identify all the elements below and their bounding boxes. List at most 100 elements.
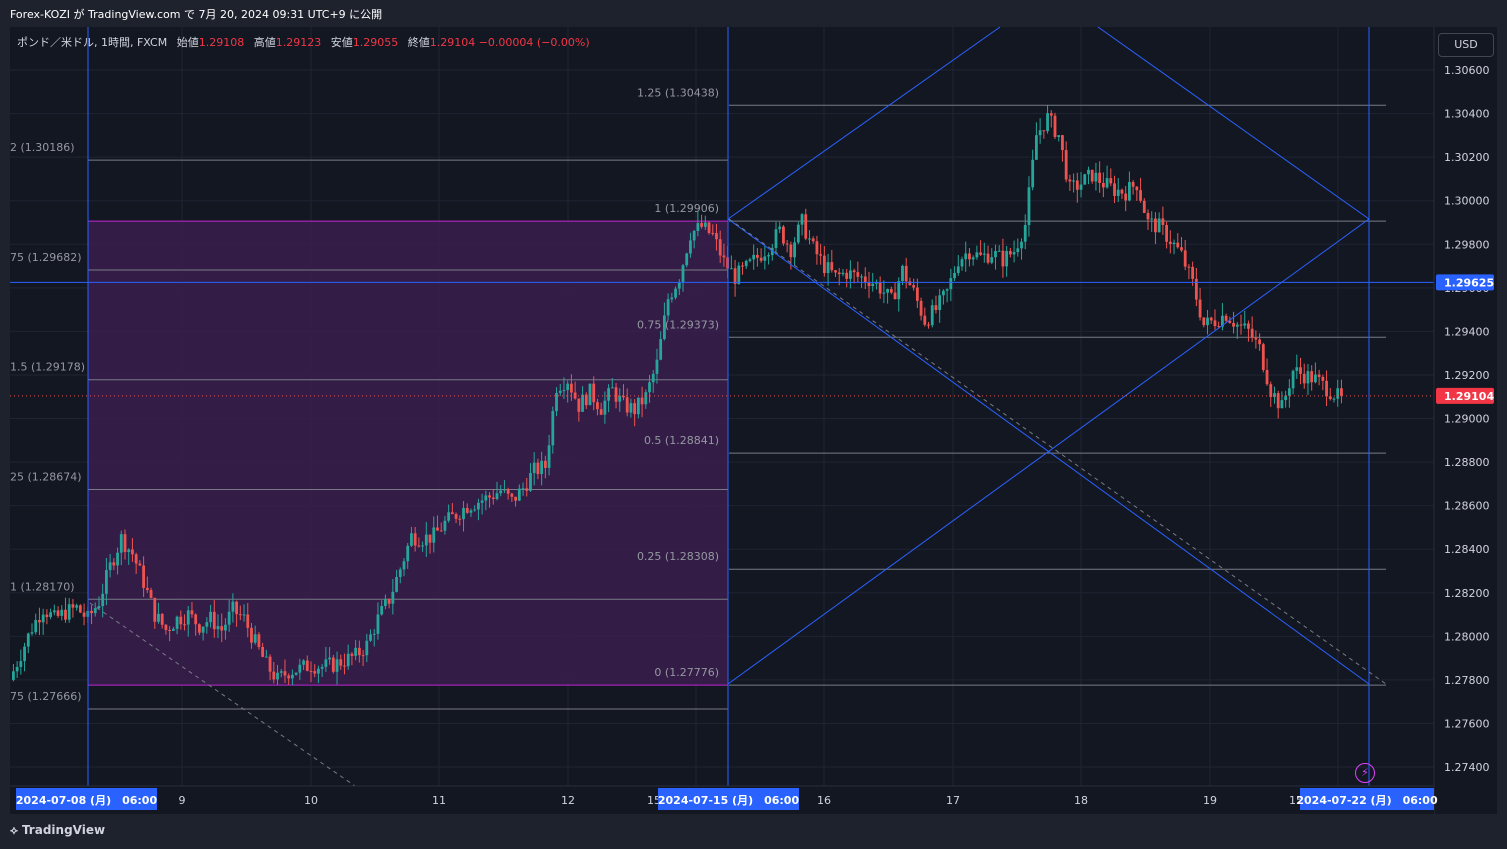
price-tick: 1.28800	[1444, 456, 1490, 469]
candle-body	[852, 270, 856, 273]
candle-body	[1202, 317, 1206, 326]
currency-button[interactable]: USD	[1438, 33, 1494, 57]
time-tick: 10	[304, 794, 318, 807]
candle-body	[294, 672, 298, 675]
candle-body	[588, 383, 592, 406]
candle-body	[506, 489, 510, 494]
price-tick: 1.27600	[1444, 717, 1490, 730]
candle-body	[1280, 400, 1284, 409]
time-tick: 18	[1074, 794, 1088, 807]
current-price-label: 1.29104	[1444, 390, 1494, 403]
brand-footer[interactable]: ⟡ TradingView	[10, 823, 105, 838]
time-tick: 12	[561, 794, 575, 807]
candle-body	[979, 252, 982, 255]
candle-body	[276, 672, 279, 680]
candle-body	[897, 281, 901, 300]
dashed-line-right	[728, 218, 1387, 685]
candle-body	[748, 259, 752, 261]
low-label: 安値	[330, 36, 353, 49]
candle-body	[551, 411, 555, 446]
candle-body	[733, 268, 737, 284]
price-tick: 1.27800	[1444, 674, 1490, 687]
candle-body	[1042, 130, 1046, 132]
time-tick: 17	[946, 794, 960, 807]
candle-body	[1232, 322, 1235, 327]
candle-body	[1105, 178, 1109, 188]
candle-body	[677, 282, 681, 289]
symbol-label: ポンド／米ドル, 1時間, FXCM	[17, 36, 168, 49]
candle-body	[1079, 184, 1083, 190]
candle-body	[1101, 182, 1105, 188]
candle-body	[599, 409, 603, 415]
candle-body	[901, 265, 904, 282]
candle-body	[235, 601, 238, 615]
candle-body	[860, 276, 863, 278]
price-tick: 1.28200	[1444, 587, 1490, 600]
candle-body	[640, 397, 644, 405]
candle-body	[1250, 328, 1254, 338]
candle-body	[90, 610, 93, 614]
candle-body	[815, 241, 819, 255]
candle-body	[15, 666, 19, 672]
candle-body	[543, 460, 547, 468]
candle-body	[97, 606, 101, 609]
time-marker-label: 2024-07-08 (月) 06:00	[16, 794, 158, 807]
candle-body	[1213, 320, 1217, 327]
candle-body	[424, 534, 428, 546]
candle-body	[71, 604, 75, 608]
candle-body	[830, 262, 834, 271]
candle-body	[1027, 187, 1031, 226]
candle-body	[1005, 250, 1009, 267]
candle-body	[1057, 135, 1061, 138]
candle-body	[1284, 395, 1288, 401]
candle-body	[484, 495, 488, 501]
candle-body	[982, 253, 986, 255]
candle-body	[183, 624, 186, 626]
candle-body	[369, 634, 372, 641]
candle-body	[1321, 376, 1325, 381]
price-tick: 1.30000	[1444, 195, 1490, 208]
candle-body	[231, 601, 235, 612]
candle-body	[439, 530, 443, 532]
candle-body	[1209, 317, 1213, 321]
candle-body	[1336, 388, 1340, 399]
candle-body	[395, 576, 398, 592]
candle-body	[1023, 225, 1027, 242]
candle-body	[1221, 315, 1224, 327]
candle-body	[153, 597, 157, 622]
candle-body	[986, 253, 990, 263]
candle-body	[696, 223, 700, 232]
candle-body	[1046, 113, 1049, 132]
candle-body	[119, 534, 123, 553]
candle-body	[1191, 266, 1195, 279]
candle-body	[942, 290, 945, 296]
candle-body	[629, 403, 633, 413]
candle-body	[432, 527, 436, 543]
candle-body	[532, 462, 536, 474]
time-marker-box	[658, 788, 799, 810]
fib-left-label: 75 (1.29682)	[10, 251, 82, 264]
candle-body	[819, 254, 823, 256]
candle-body	[291, 674, 294, 679]
lightning-icon[interactable]: ⚡	[1355, 763, 1375, 783]
candle-body	[1142, 200, 1146, 213]
candle-body	[38, 620, 41, 623]
price-tick: 1.28600	[1444, 500, 1490, 513]
candle-body	[105, 570, 108, 594]
price-tick: 1.29800	[1444, 238, 1490, 251]
candle-body	[227, 611, 231, 625]
candle-body	[257, 634, 261, 648]
price-tick: 1.28400	[1444, 543, 1490, 556]
candle-body	[198, 624, 201, 633]
candle-body	[655, 359, 659, 374]
candle-body	[1090, 169, 1094, 182]
candle-body	[1109, 178, 1113, 184]
candle-body	[566, 383, 570, 391]
close-label: 終値	[407, 36, 430, 49]
candle-body	[19, 661, 23, 667]
candle-body	[75, 605, 79, 608]
candle-body	[1299, 367, 1302, 374]
candle-body	[491, 497, 495, 499]
